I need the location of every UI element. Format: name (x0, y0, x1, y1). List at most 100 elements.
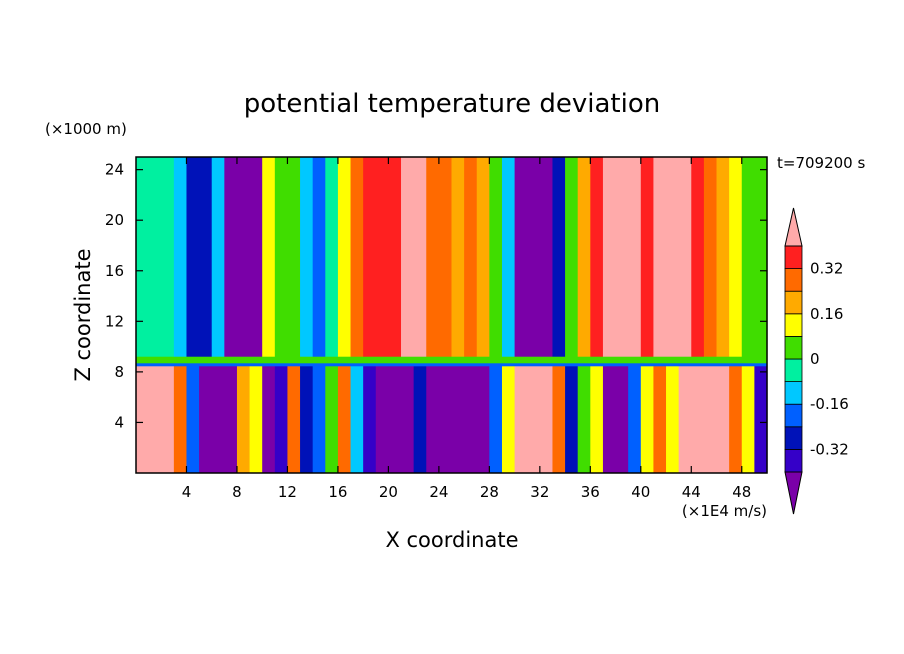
upper-cell-24 (438, 157, 453, 365)
upper-cell-10 (262, 157, 276, 365)
colorbar-band-6 (784, 313, 803, 337)
upper-cell-29 (501, 157, 516, 365)
upper-cell-30 (514, 157, 528, 365)
x-unit-label: (×1E4 m/s) (682, 502, 767, 520)
lower-cell-25 (451, 364, 465, 473)
upper-cell-14 (312, 157, 326, 365)
upper-cell-40 (640, 157, 655, 365)
x-axis-ticks: 4 8 12 16 20 24 28 32 36 40 44 48 (182, 157, 751, 501)
upper-cell-26 (464, 157, 478, 365)
upper-cell-35 (577, 157, 591, 365)
lower-cell-38 (615, 364, 629, 473)
lower-cell-9 (249, 364, 263, 473)
y-tick-label-4: 20 (105, 211, 124, 229)
upper-cell-11 (274, 157, 289, 365)
upper-cell-42 (666, 157, 680, 365)
lower-cell-28 (489, 364, 503, 473)
upper-cell-18 (363, 157, 377, 365)
lower-cell-40 (640, 364, 655, 473)
lower-cell-2 (161, 364, 175, 473)
x-tick-label-5: 24 (429, 483, 448, 501)
upper-cell-33 (552, 157, 566, 365)
upper-cell-5 (199, 157, 213, 365)
lower-cell-46 (716, 364, 730, 473)
colorbar-band-5 (784, 335, 803, 360)
lower-cell-16 (337, 364, 352, 473)
lower-cell-37 (602, 364, 617, 473)
lower-cell-11 (274, 364, 289, 473)
upper-cell-15 (325, 157, 339, 365)
interface-line (136, 363, 767, 367)
upper-cell-45 (703, 157, 718, 365)
x-tick-label-10: 44 (682, 483, 701, 501)
lower-cell-24 (438, 364, 453, 473)
lower-cell-10 (262, 364, 276, 473)
colorbar-tick-label-4: -0.32 (810, 440, 849, 458)
lower-cell-6 (211, 364, 225, 473)
upper-cell-43 (678, 157, 692, 365)
lower-cell-34 (565, 364, 579, 473)
lower-cell-12 (287, 364, 301, 473)
lower-cell-0 (136, 364, 150, 473)
upper-cell-21 (401, 157, 415, 365)
lower-cell-43 (678, 364, 692, 473)
colorbar-band-3 (784, 381, 803, 405)
lower-cell-33 (552, 364, 566, 473)
lower-cell-47 (729, 364, 743, 473)
x-tick-label-1: 8 (232, 483, 242, 501)
y-axis-label: Z coordinate (71, 248, 95, 381)
upper-cell-20 (388, 157, 402, 365)
lower-cell-8 (236, 364, 251, 473)
lower-cell-18 (363, 364, 377, 473)
upper-cell-13 (300, 157, 314, 365)
lower-cell-19 (375, 364, 389, 473)
colorbar-band-9 (784, 245, 803, 270)
lower-cell-21 (401, 364, 415, 473)
lower-cell-30 (514, 364, 528, 473)
upper-cell-23 (426, 157, 440, 365)
x-tick-label-7: 32 (530, 483, 549, 501)
y-tick-label-0: 4 (114, 413, 124, 431)
upper-cell-6 (211, 157, 225, 365)
upper-cell-36 (590, 157, 604, 365)
lower-cell-32 (539, 364, 554, 473)
colorbar-bottom-arrow (784, 471, 803, 515)
x-tick-label-9: 40 (631, 483, 650, 501)
lower-cell-45 (703, 364, 718, 473)
upper-cell-1 (148, 157, 162, 365)
lower-cell-13 (300, 364, 314, 473)
chart-title: potential temperature deviation (244, 89, 660, 119)
lower-cell-3 (173, 364, 188, 473)
x-tick-label-0: 4 (182, 483, 192, 501)
lower-cell-20 (388, 364, 402, 473)
upper-cell-16 (337, 157, 352, 365)
lower-cell-49 (754, 364, 768, 473)
upper-cell-34 (565, 157, 579, 365)
lower-cell-1 (148, 364, 162, 473)
colorbar-band-8 (784, 268, 803, 292)
upper-cell-41 (653, 157, 667, 365)
colorbar-tick-label-1: 0.16 (810, 305, 843, 323)
colorbar-band-4 (784, 358, 803, 383)
y-tick-label-2: 12 (105, 312, 124, 330)
time-label: t=709200 s (777, 154, 865, 172)
upper-cell-38 (615, 157, 629, 365)
upper-cell-3 (173, 157, 188, 365)
colorbar-band-2 (784, 403, 803, 428)
lower-cell-26 (464, 364, 478, 473)
lower-cell-35 (577, 364, 591, 473)
x-tick-label-11: 48 (732, 483, 751, 501)
upper-cell-8 (236, 157, 251, 365)
lower-cell-36 (590, 364, 604, 473)
colorbar-band-7 (784, 290, 803, 315)
upper-cell-37 (602, 157, 617, 365)
x-tick-label-8: 36 (581, 483, 600, 501)
upper-cell-0 (136, 157, 150, 365)
upper-cell-27 (476, 157, 490, 365)
upper-cell-19 (375, 157, 389, 365)
upper-cell-31 (527, 157, 541, 365)
upper-cell-7 (224, 157, 238, 365)
upper-cell-46 (716, 157, 730, 365)
upper-cell-2 (161, 157, 175, 365)
